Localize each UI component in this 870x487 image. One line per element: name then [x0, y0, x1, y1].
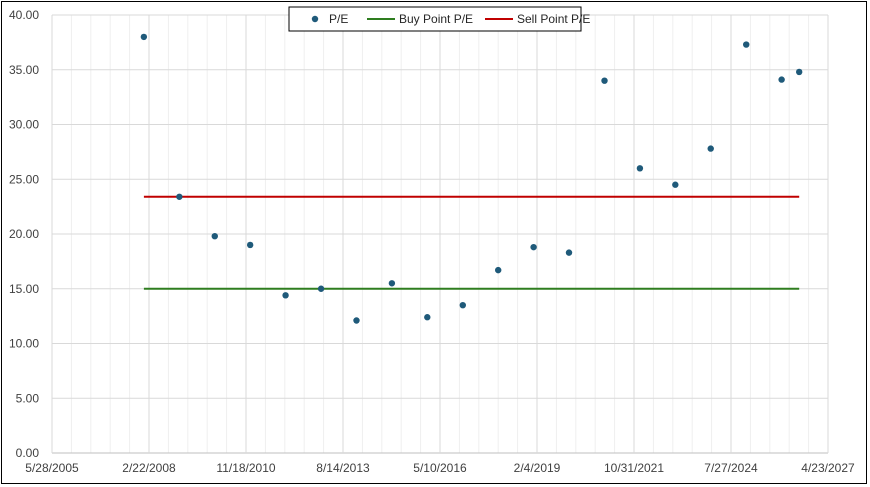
legend-label: Sell Point P/E — [517, 12, 590, 26]
series-points — [140, 33, 803, 324]
y-tick-label: 30.00 — [9, 118, 39, 132]
pe-point — [140, 33, 148, 41]
pe-point — [317, 285, 325, 292]
pe-point — [530, 243, 537, 251]
pe-point — [743, 41, 750, 48]
pe-point — [353, 317, 360, 324]
pe-point — [601, 77, 608, 84]
x-tick-label: 11/18/2010 — [216, 461, 275, 475]
x-tick-label: 2/22/2008 — [122, 461, 176, 475]
legend-box — [288, 6, 582, 32]
y-tick-label: 0.00 — [16, 446, 40, 460]
pe-point — [424, 314, 431, 321]
pe-point — [282, 292, 289, 299]
x-axis-tick-labels: 5/28/2005 2/22/2008 11/18/2010 8/14/2013 5/1… — [25, 461, 855, 475]
y-tick-label: 35.00 — [9, 63, 39, 77]
y-tick-label: 20.00 — [9, 227, 39, 241]
pe-point — [459, 301, 466, 309]
x-tick-label: 4/23/2027 — [801, 461, 855, 475]
pe-point — [636, 165, 644, 172]
y-tick-label: 40.00 — [9, 8, 39, 22]
x-tick-label: 2/4/2019 — [514, 461, 561, 475]
legend: P/E Buy Point P/E Sell Point P/E — [288, 6, 590, 32]
legend-label: Buy Point P/E — [399, 12, 473, 26]
pe-point — [672, 181, 679, 188]
pe-point — [795, 68, 803, 76]
y-tick-label: 10.00 — [9, 337, 39, 351]
pe-point — [707, 145, 714, 152]
pe-point — [495, 266, 502, 274]
x-tick-label: 10/31/2021 — [604, 461, 664, 475]
pe-point — [778, 76, 785, 83]
legend-marker-pe — [311, 15, 319, 23]
pe-point — [176, 193, 183, 200]
legend-label: P/E — [329, 12, 348, 26]
y-tick-label: 5.00 — [16, 391, 40, 405]
x-tick-label: 5/28/2005 — [25, 461, 79, 475]
y-tick-label: 25.00 — [9, 172, 39, 186]
y-tick-label: 15.00 — [9, 282, 39, 296]
y-axis-tick-labels: 0.00 5.00 10.00 15.00 20.00 25.00 30.00 35.00 40… — [9, 8, 39, 460]
pe-point — [565, 249, 573, 256]
x-tick-label: 5/10/2016 — [413, 461, 467, 475]
pe-point — [211, 232, 218, 240]
pe-point — [388, 280, 396, 287]
series-lines — [143, 195, 800, 290]
x-tick-label: 8/14/2013 — [316, 461, 370, 475]
x-tick-label: 7/27/2024 — [704, 461, 758, 475]
pe-point — [246, 241, 254, 249]
